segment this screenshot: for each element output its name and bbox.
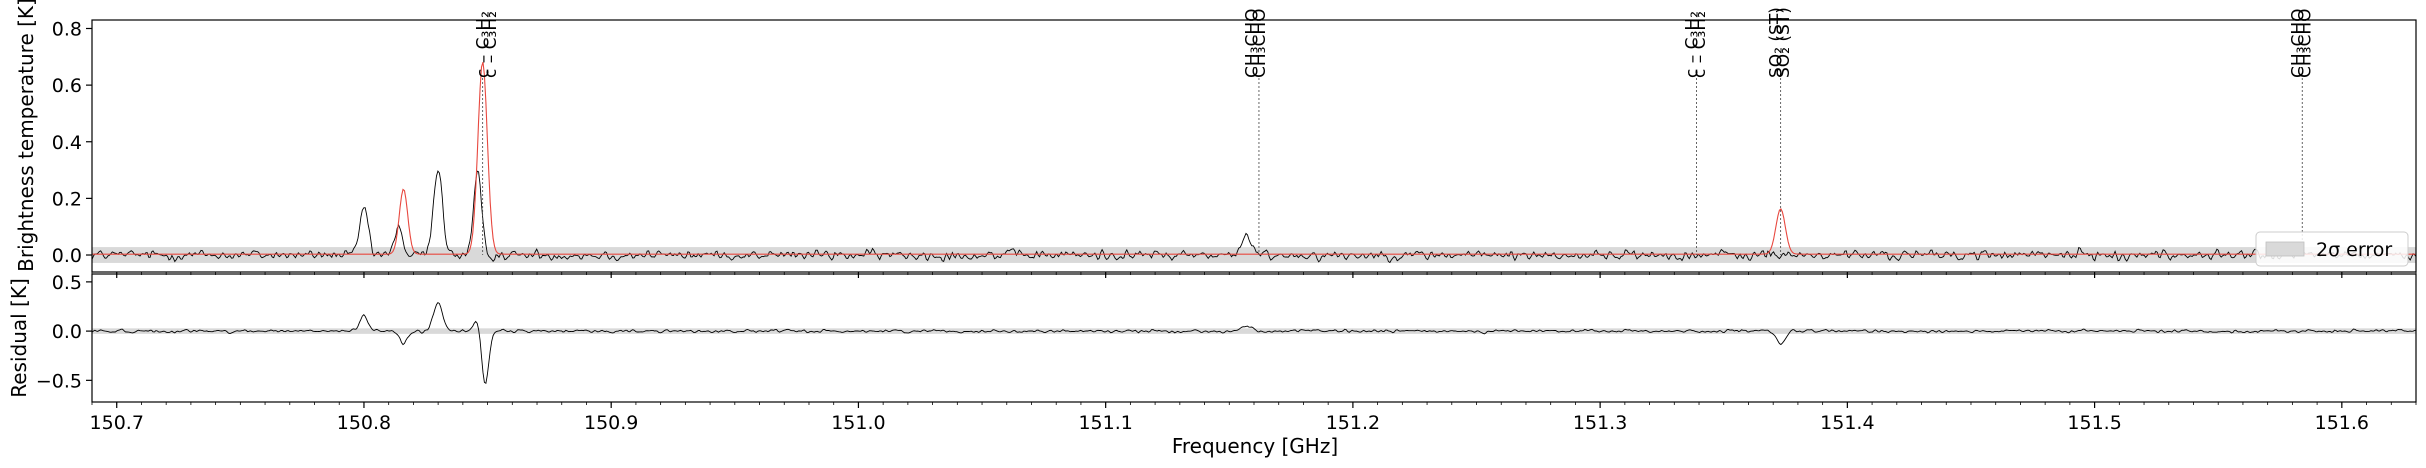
xtick-label: 151.0 xyxy=(831,412,885,434)
xtick-label: 150.7 xyxy=(90,412,144,434)
spectrum-ytick-label: 0.4 xyxy=(52,132,82,154)
xtick-label: 150.9 xyxy=(584,412,638,434)
line-label: c – C₃H₂ xyxy=(474,11,494,78)
xaxis-label: Frequency [GHz] xyxy=(1172,434,1338,458)
residual-panel: −0.5 0.0 0.5 150.7 150.8 150.9 151.0 151.1 151.2… xyxy=(36,272,2417,434)
line-label: c – C₃H₂ xyxy=(481,11,501,78)
residual-line xyxy=(91,301,2417,385)
spectrum-ytick-label: 0.2 xyxy=(52,188,82,210)
xtick-label: 150.8 xyxy=(337,412,391,434)
residual-ylabel: Residual [K] xyxy=(7,278,31,398)
xtick-label: 151.6 xyxy=(2315,412,2369,434)
residual-error-band xyxy=(92,328,2416,334)
xtick-label: 151.4 xyxy=(1820,412,1874,434)
spectrum-ytick-label: 0.8 xyxy=(52,18,82,40)
line-label: SO₂ (ST) xyxy=(1767,7,1787,78)
line-label: CH₃CHO xyxy=(2296,8,2316,78)
xtick-label: 151.1 xyxy=(1078,412,1132,434)
residual-ytick-label: 0.5 xyxy=(52,272,82,294)
legend-swatch xyxy=(2265,241,2305,257)
legend-label: 2σ error xyxy=(2316,239,2392,261)
residual-ytick-label: 0.0 xyxy=(52,321,82,343)
spectrum-ytick-label: 0.0 xyxy=(52,245,82,267)
spectrum-ytick-label: 0.6 xyxy=(52,75,82,97)
line-label: CH₃CHO xyxy=(1250,8,1270,78)
legend-box xyxy=(2255,231,2409,267)
spectrum-ylabel: Brightness temperature [K] xyxy=(14,0,38,272)
line-label: c – C₃H₂ xyxy=(1683,11,1703,78)
xtick-label: 151.5 xyxy=(2067,412,2121,434)
line-label: SO₂ (ST) xyxy=(1774,7,1794,78)
residual-ytick-label: −0.5 xyxy=(36,370,82,392)
line-label: CH₃CHO xyxy=(2288,8,2308,78)
xtick-label: 151.2 xyxy=(1326,412,1380,434)
xtick-label: 151.3 xyxy=(1573,412,1627,434)
line-label: c – C₃H₂ xyxy=(1690,11,1710,78)
spectrum-error-band xyxy=(92,247,2416,263)
observed-spectrum-line xyxy=(91,170,2417,264)
line-label: CH₃CHO xyxy=(1243,8,1263,78)
model-spectrum-line xyxy=(92,61,2416,255)
residual-frame xyxy=(91,273,2417,403)
